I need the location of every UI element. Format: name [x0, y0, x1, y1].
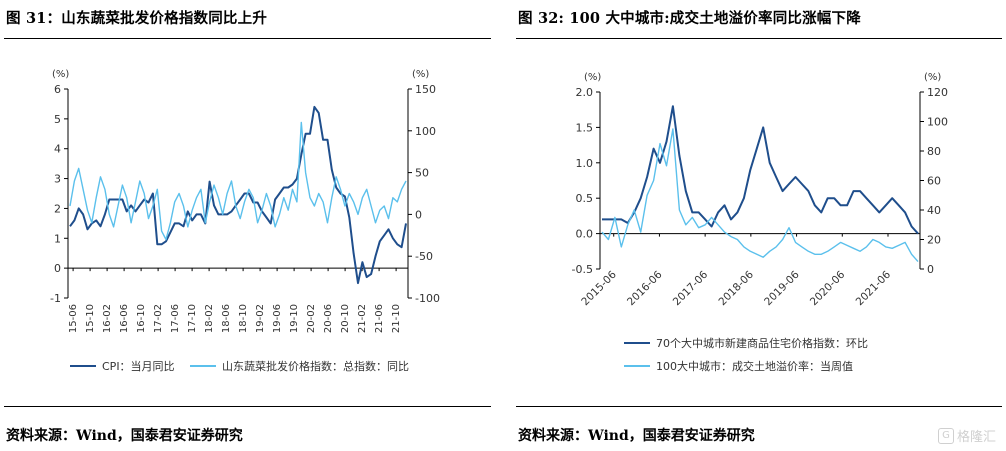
left-tick-label: 0.5 — [576, 192, 594, 205]
x-tick-label: 21-06 — [374, 304, 385, 333]
x-tick-label: 20-02 — [306, 304, 317, 333]
x-tick-label: 18-06 — [221, 304, 232, 333]
x-tick-label: 2019-06 — [762, 268, 802, 308]
watermark-text: 格隆汇 — [956, 430, 996, 445]
x-tick-label: 16-02 — [102, 304, 113, 333]
left-tick-label: 2.0 — [576, 86, 594, 99]
x-tick-label: 2017-06 — [671, 268, 711, 308]
left-tick-label: 6 — [54, 83, 61, 96]
source-note-left: 资料来源：Wind，国泰君安证券研究 — [6, 428, 243, 444]
series-line-2 — [601, 128, 919, 263]
legend-label-2: 100大中城市：成交土地溢价率：当周值 — [656, 359, 853, 373]
x-tick-label: 17-06 — [170, 304, 181, 333]
left-tick-label: -0.5 — [572, 263, 593, 276]
right-tick-label: -100 — [415, 292, 440, 305]
chart-right: (%) (%) -0.5 0.0 0.5 1.0 1.5 2.0 0 20 40 60 80 100 120… — [572, 72, 948, 373]
title-rule-left — [4, 38, 491, 39]
left-tick-label: 0.0 — [576, 228, 594, 241]
right-tick-label: 80 — [927, 145, 941, 158]
x-tick-label: 2016-06 — [625, 268, 665, 308]
x-tick-label: 21-10 — [391, 304, 402, 333]
legend-label-1: CPI：当月同比 — [102, 359, 175, 373]
series-line-2 — [69, 121, 407, 241]
left-axis-unit: (%) — [584, 72, 601, 83]
figure-panel-left: 图 31：山东蔬菜批发价格指数同比上升 (%) (%) -1 0 1 2 3 4 5 6 -100 -… — [0, 0, 495, 451]
x-tick-label: 2020-06 — [808, 268, 848, 308]
right-tick-label: -50 — [415, 250, 433, 263]
series-line-1 — [69, 105, 407, 285]
right-tick-label: 50 — [415, 167, 429, 180]
x-tick-label: 21-02 — [357, 304, 368, 333]
right-tick-label: 20 — [927, 234, 941, 247]
x-tick-label: 19-06 — [272, 304, 283, 333]
x-tick-label: 19-02 — [255, 304, 266, 333]
x-tick-label: 16-10 — [136, 304, 147, 333]
source-rule-right — [516, 406, 1002, 407]
right-tick-label: 0 — [927, 263, 934, 276]
right-tick-label: 60 — [927, 175, 941, 188]
left-axis-unit: (%) — [52, 69, 69, 80]
left-tick-label: 0 — [54, 262, 61, 275]
source-rule-left — [4, 406, 491, 407]
x-tick-label: 15-06 — [68, 304, 79, 333]
figure-panel-right: 图 32: 100 大中城市:成交土地溢价率同比涨幅下降 (%) (%) -0.5 0… — [512, 0, 1006, 451]
x-tick-label: 19-10 — [289, 304, 300, 333]
x-tick-label: 2018-06 — [716, 268, 756, 308]
right-axis-unit: (%) — [412, 69, 429, 80]
title-rule-right — [516, 38, 1002, 39]
left-tick-label: 1 — [54, 232, 61, 245]
left-tick-label: 5 — [54, 113, 61, 126]
x-tick-label: 2021-06 — [854, 268, 894, 308]
right-tick-label: 40 — [927, 204, 941, 217]
watermark: G 格隆汇 — [937, 426, 996, 445]
x-tick-label: 18-10 — [238, 304, 249, 333]
right-tick-label: 0 — [415, 208, 422, 221]
right-axis-unit: (%) — [924, 72, 941, 83]
x-tick-label: 16-06 — [119, 304, 130, 333]
legend-label-2: 山东蔬菜批发价格指数：总指数：同比 — [222, 359, 409, 373]
x-tick-label: 20-10 — [340, 304, 351, 333]
gelonghui-logo-icon: G — [937, 427, 954, 444]
right-tick-label: 100 — [927, 116, 948, 129]
figure-title-right: 图 32: 100 大中城市:成交土地溢价率同比涨幅下降 — [518, 10, 861, 27]
x-tick-label: 15-10 — [85, 304, 96, 333]
right-tick-label: 120 — [927, 86, 948, 99]
left-tick-label: 2 — [54, 202, 61, 215]
source-note-right: 资料来源：Wind，国泰君安证券研究 — [518, 428, 755, 444]
x-tick-label: 20-06 — [323, 304, 334, 333]
series-line-1 — [602, 105, 919, 235]
left-tick-label: 3 — [54, 173, 61, 186]
legend-label-1: 70个大中城市新建商品住宅价格指数：环比 — [656, 336, 868, 350]
right-tick-label: 150 — [415, 83, 436, 96]
left-tick-label: -1 — [50, 292, 61, 305]
left-tick-label: 4 — [54, 143, 61, 156]
x-tick-label: 17-10 — [187, 304, 198, 333]
right-tick-label: 100 — [415, 125, 436, 138]
left-tick-label: 1.0 — [576, 157, 594, 170]
left-tick-label: 1.5 — [576, 121, 594, 134]
figure-title-left: 图 31：山东蔬菜批发价格指数同比上升 — [6, 10, 268, 27]
x-tick-label: 18-02 — [204, 304, 215, 333]
x-tick-label: 17-02 — [153, 304, 164, 333]
chart-left: (%) (%) -1 0 1 2 3 4 5 6 -100 -50 0 50 100 150 15-06 15-1… — [50, 69, 440, 373]
